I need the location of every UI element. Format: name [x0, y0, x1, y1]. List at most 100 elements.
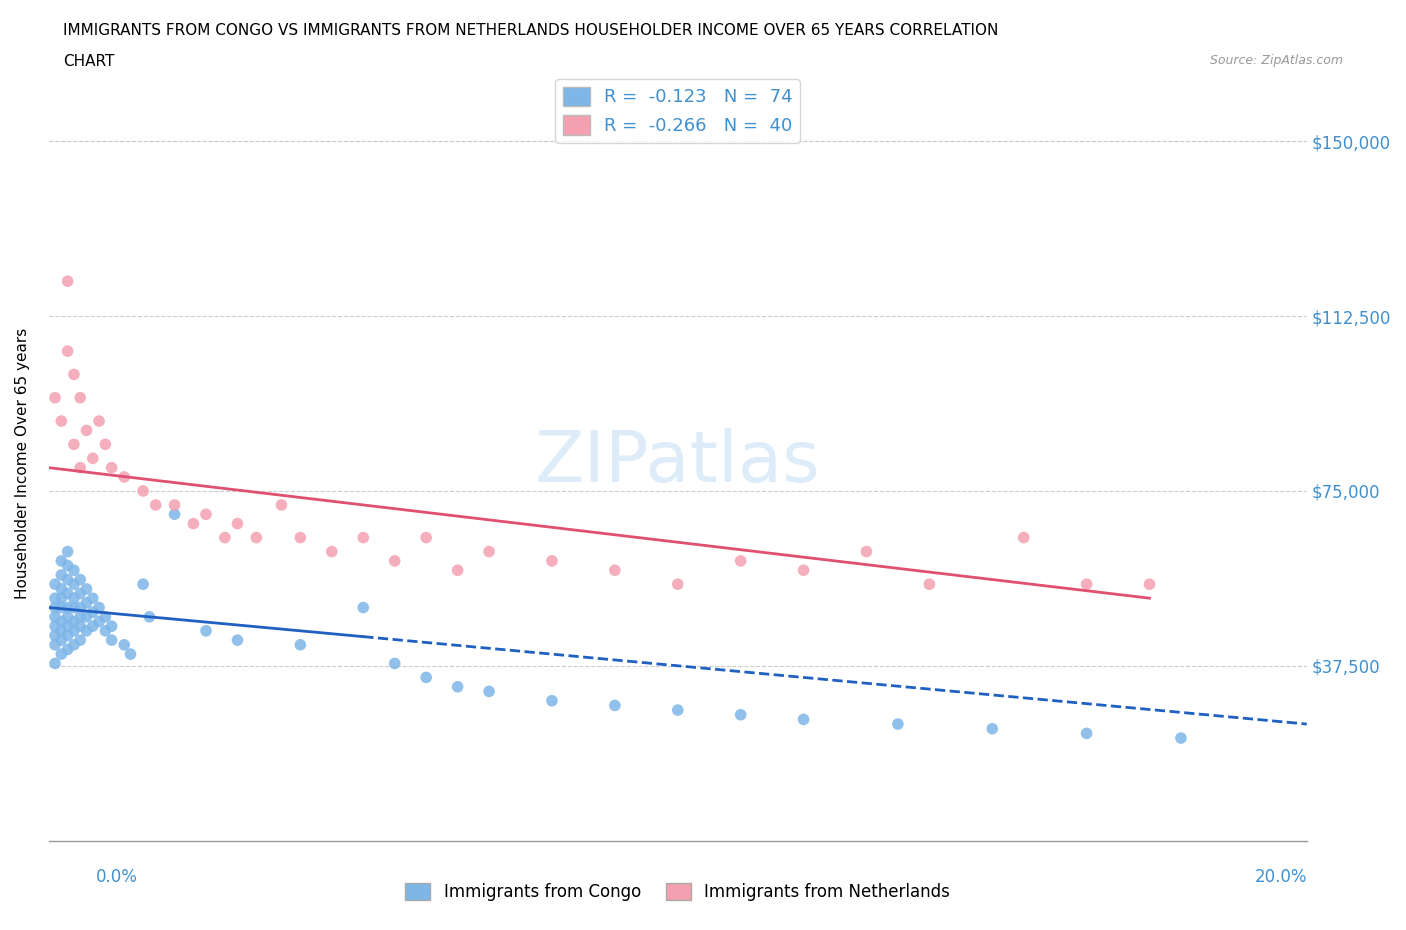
Point	[100, 460, 122, 475]
Point	[63, 367, 86, 382]
Y-axis label: Householder Income Over 65 years: Householder Income Over 65 years	[15, 327, 30, 599]
Point	[730, 708, 752, 723]
Point	[666, 577, 689, 591]
Point	[195, 623, 218, 638]
Point	[290, 530, 312, 545]
Point	[44, 591, 66, 605]
Point	[56, 628, 79, 643]
Point	[69, 609, 91, 624]
Point	[94, 623, 117, 638]
Point	[446, 563, 468, 578]
Point	[245, 530, 267, 545]
Point	[195, 507, 218, 522]
Point	[51, 591, 73, 605]
Point	[69, 391, 91, 405]
Text: Source: ZipAtlas.com: Source: ZipAtlas.com	[1209, 54, 1343, 67]
Point	[226, 632, 249, 647]
Point	[793, 712, 815, 727]
Point	[981, 722, 1004, 737]
Text: 0.0%: 0.0%	[96, 868, 138, 886]
Point	[290, 637, 312, 652]
Point	[76, 623, 98, 638]
Point	[270, 498, 292, 512]
Point	[44, 618, 66, 633]
Point	[666, 703, 689, 718]
Point	[56, 273, 79, 288]
Point	[56, 586, 79, 601]
Text: IMMIGRANTS FROM CONGO VS IMMIGRANTS FROM NETHERLANDS HOUSEHOLDER INCOME OVER 65 : IMMIGRANTS FROM CONGO VS IMMIGRANTS FROM…	[63, 23, 998, 38]
Point	[87, 414, 110, 429]
Point	[446, 679, 468, 694]
Point	[44, 656, 66, 671]
Point	[100, 618, 122, 633]
Point	[541, 553, 564, 568]
Point	[44, 628, 66, 643]
Point	[132, 577, 155, 591]
Point	[132, 484, 155, 498]
Point	[163, 498, 186, 512]
Point	[730, 553, 752, 568]
Point	[76, 423, 98, 438]
Point	[51, 414, 73, 429]
Point	[352, 530, 374, 545]
Point	[415, 530, 437, 545]
Point	[56, 344, 79, 359]
Point	[56, 618, 79, 633]
Point	[63, 623, 86, 638]
Point	[226, 516, 249, 531]
Point	[63, 563, 86, 578]
Point	[51, 614, 73, 629]
Point	[76, 609, 98, 624]
Point	[793, 563, 815, 578]
Point	[69, 632, 91, 647]
Point	[63, 577, 86, 591]
Point	[63, 614, 86, 629]
Point	[1076, 577, 1098, 591]
Point	[82, 591, 104, 605]
Point	[69, 600, 91, 615]
Point	[44, 391, 66, 405]
Point	[918, 577, 941, 591]
Point	[51, 600, 73, 615]
Text: ZIPatlas: ZIPatlas	[534, 429, 821, 498]
Point	[56, 642, 79, 657]
Point	[384, 656, 406, 671]
Point	[478, 684, 501, 698]
Point	[1139, 577, 1161, 591]
Legend: R =  -0.123   N =  74, R =  -0.266   N =  40: R = -0.123 N = 74, R = -0.266 N = 40	[555, 79, 800, 142]
Point	[1170, 731, 1192, 746]
Point	[478, 544, 501, 559]
Point	[76, 581, 98, 596]
Point	[51, 567, 73, 582]
Point	[44, 609, 66, 624]
Point	[120, 646, 142, 661]
Point	[56, 609, 79, 624]
Point	[352, 600, 374, 615]
Point	[87, 614, 110, 629]
Point	[112, 470, 135, 485]
Point	[603, 698, 626, 713]
Text: 20.0%: 20.0%	[1256, 868, 1308, 886]
Point	[112, 637, 135, 652]
Point	[94, 437, 117, 452]
Point	[56, 572, 79, 587]
Point	[63, 591, 86, 605]
Point	[87, 600, 110, 615]
Point	[56, 558, 79, 573]
Point	[163, 507, 186, 522]
Point	[82, 604, 104, 619]
Point	[51, 581, 73, 596]
Point	[44, 577, 66, 591]
Point	[69, 586, 91, 601]
Point	[56, 544, 79, 559]
Point	[94, 609, 117, 624]
Point	[44, 600, 66, 615]
Point	[1076, 726, 1098, 741]
Point	[183, 516, 205, 531]
Point	[100, 632, 122, 647]
Point	[415, 670, 437, 684]
Point	[76, 595, 98, 610]
Point	[541, 693, 564, 708]
Point	[69, 618, 91, 633]
Point	[51, 632, 73, 647]
